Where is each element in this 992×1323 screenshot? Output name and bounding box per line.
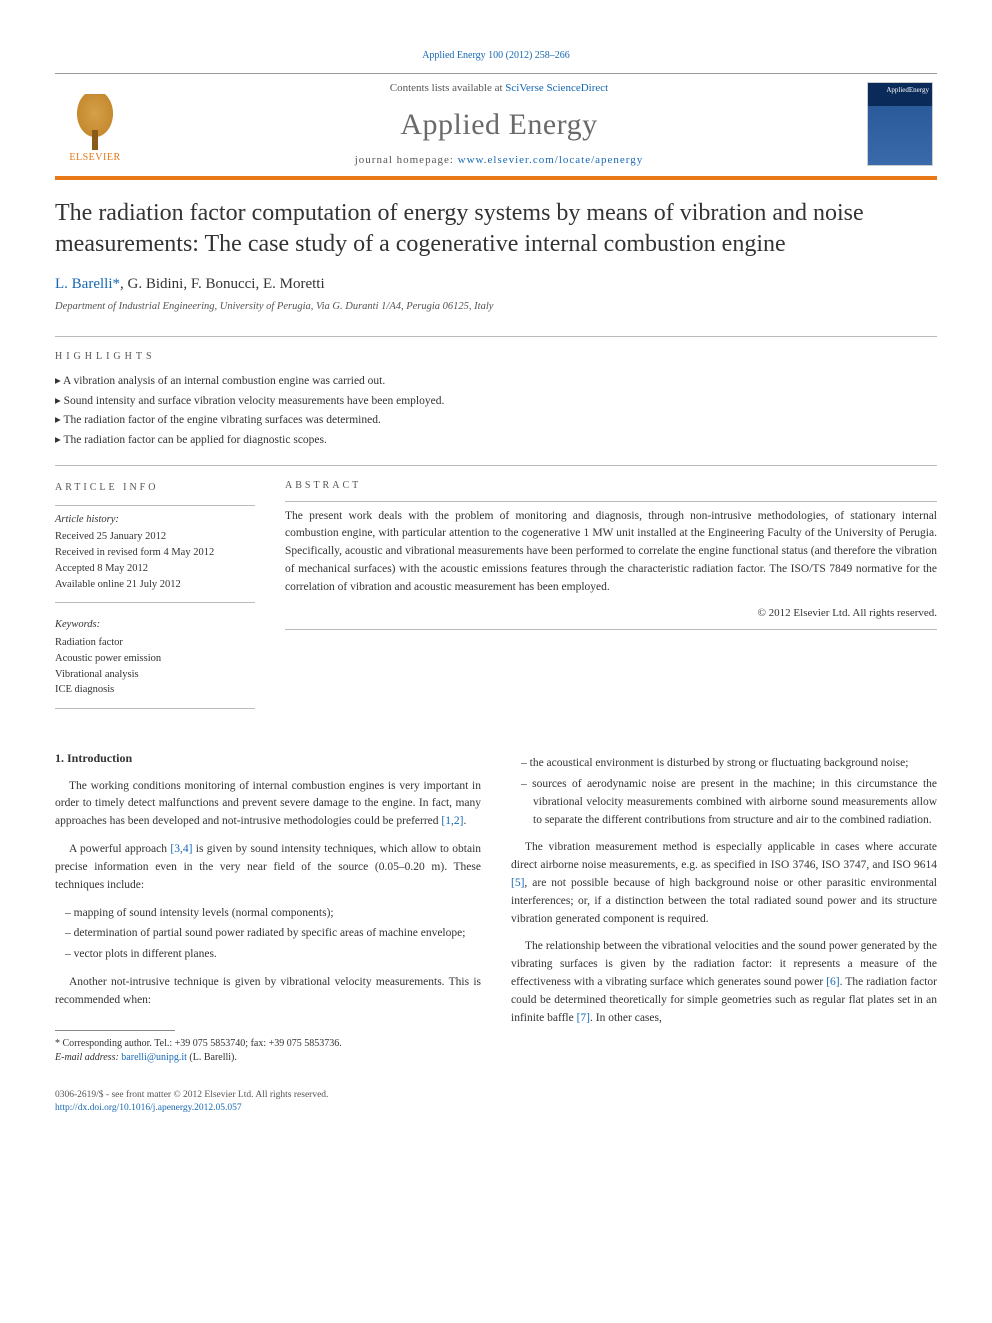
history-line: Accepted 8 May 2012 (55, 561, 255, 577)
footnote-email: E-mail address: barelli@unipg.it (L. Bar… (55, 1051, 481, 1065)
history-head: Article history: (55, 512, 255, 528)
article-info-col: ARTICLE INFO Article history: Received 2… (55, 480, 255, 710)
highlights-label: HIGHLIGHTS (55, 351, 937, 362)
bullet-list: the acoustical environment is disturbed … (521, 755, 937, 829)
sciencedirect-link[interactable]: SciVerse ScienceDirect (505, 82, 608, 94)
highlight-item: A vibration analysis of an internal comb… (55, 372, 937, 392)
list-item: vector plots in different planes. (65, 946, 481, 964)
highlight-item: The radiation factor of the engine vibra… (55, 411, 937, 431)
keyword: Acoustic power emission (55, 651, 255, 667)
abstract-label: ABSTRACT (285, 480, 937, 491)
abstract-col: ABSTRACT The present work deals with the… (285, 480, 937, 710)
footer-block: 0306-2619/$ - see front matter © 2012 El… (55, 1089, 937, 1116)
copyright-line: © 2012 Elsevier Ltd. All rights reserved… (285, 607, 937, 619)
journal-cover-thumbnail[interactable]: AppliedEnergy (867, 82, 933, 166)
keywords-head: Keywords: (55, 617, 255, 633)
bullet-list: mapping of sound intensity levels (norma… (65, 905, 481, 964)
contents-prefix: Contents lists available at (390, 82, 505, 94)
affiliation: Department of Industrial Engineering, Un… (55, 301, 937, 312)
paragraph: A powerful approach [3,4] is given by so… (55, 841, 481, 894)
elsevier-tree-icon (67, 94, 123, 150)
text-run: . In other cases, (590, 1012, 662, 1024)
homepage-link[interactable]: www.elsevier.com/locate/apenergy (458, 154, 644, 166)
authors-rest: , G. Bidini, F. Bonucci, E. Moretti (120, 276, 325, 292)
text-run: The vibration measurement method is espe… (511, 841, 937, 871)
citation-ref[interactable]: [5] (511, 877, 524, 889)
email-label: E-mail address: (55, 1052, 119, 1063)
email-link[interactable]: barelli@unipg.it (121, 1052, 187, 1063)
text-run: The working conditions monitoring of int… (55, 780, 481, 828)
doi-link[interactable]: http://dx.doi.org/10.1016/j.apenergy.201… (55, 1103, 242, 1113)
citation-ref[interactable]: [1,2] (441, 815, 463, 827)
abstract-text: The present work deals with the problem … (285, 508, 937, 597)
divider (55, 602, 255, 603)
highlight-item: Sound intensity and surface vibration ve… (55, 392, 937, 412)
divider (55, 708, 255, 709)
keyword: Vibrational analysis (55, 667, 255, 683)
divider (55, 465, 937, 466)
corresponding-asterisk: * (112, 276, 120, 292)
contents-available: Contents lists available at SciVerse Sci… (131, 82, 867, 94)
publisher-logo[interactable]: ELSEVIER (59, 85, 131, 163)
section-heading: 1. Introduction (55, 749, 481, 768)
citation-ref[interactable]: [3,4] (170, 843, 192, 855)
list-item: sources of aerodynamic noise are present… (521, 776, 937, 829)
divider (55, 336, 937, 337)
right-column: the acoustical environment is disturbed … (511, 749, 937, 1065)
footer-copyright: 0306-2619/$ - see front matter © 2012 El… (55, 1089, 937, 1102)
left-column: 1. Introduction The working conditions m… (55, 749, 481, 1065)
body-columns: 1. Introduction The working conditions m… (55, 749, 937, 1065)
citation-link[interactable]: Applied Energy 100 (2012) 258–266 (422, 50, 570, 61)
journal-title: Applied Energy (131, 108, 867, 142)
history-line: Received in revised form 4 May 2012 (55, 545, 255, 561)
page-root: Applied Energy 100 (2012) 258–266 ELSEVI… (0, 0, 992, 1165)
info-abstract-row: ARTICLE INFO Article history: Received 2… (55, 480, 937, 710)
article-info-label: ARTICLE INFO (55, 480, 255, 495)
divider (285, 501, 937, 502)
text-run: , are not possible because of high backg… (511, 877, 937, 925)
keyword: Radiation factor (55, 635, 255, 651)
footnote-line: * Corresponding author. Tel.: +39 075 58… (55, 1037, 481, 1051)
keyword: ICE diagnosis (55, 682, 255, 698)
footnote-separator (55, 1030, 175, 1031)
article-title: The radiation factor computation of ener… (55, 198, 937, 260)
divider (55, 505, 255, 506)
cover-label: AppliedEnergy (886, 86, 929, 94)
paragraph: The vibration measurement method is espe… (511, 839, 937, 928)
highlights-block: A vibration analysis of an internal comb… (55, 372, 937, 450)
text-run: A powerful approach (69, 843, 170, 855)
email-who: (L. Barelli). (187, 1052, 237, 1063)
highlight-item: The radiation factor can be applied for … (55, 431, 937, 451)
list-item: the acoustical environment is disturbed … (521, 755, 937, 773)
history-line: Available online 21 July 2012 (55, 577, 255, 593)
homepage-prefix: journal homepage: (355, 154, 458, 166)
history-line: Received 25 January 2012 (55, 529, 255, 545)
citation-ref[interactable]: [7] (577, 1012, 590, 1024)
citation-ref[interactable]: [6] (826, 976, 839, 988)
corresponding-footnote: * Corresponding author. Tel.: +39 075 58… (55, 1037, 481, 1065)
citation-line: Applied Energy 100 (2012) 258–266 (55, 50, 937, 61)
paragraph: Another not-intrusive technique is given… (55, 974, 481, 1010)
text-run: . (463, 815, 466, 827)
authors-line: L. Barelli*, G. Bidini, F. Bonucci, E. M… (55, 276, 937, 293)
divider (285, 629, 937, 630)
author-corresponding[interactable]: L. Barelli (55, 276, 112, 292)
list-item: determination of partial sound power rad… (65, 925, 481, 943)
paragraph: The relationship between the vibrational… (511, 938, 937, 1027)
paragraph: The working conditions monitoring of int… (55, 778, 481, 831)
publisher-name: ELSEVIER (69, 152, 120, 163)
journal-header: ELSEVIER Contents lists available at Sci… (55, 73, 937, 180)
list-item: mapping of sound intensity levels (norma… (65, 905, 481, 923)
journal-homepage: journal homepage: www.elsevier.com/locat… (131, 154, 867, 166)
